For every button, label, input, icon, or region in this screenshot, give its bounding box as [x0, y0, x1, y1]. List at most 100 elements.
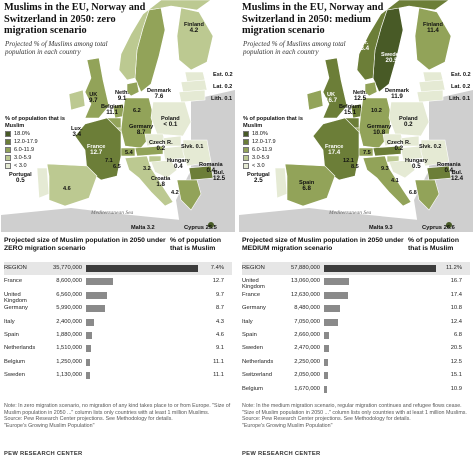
sea-label: Mediterranean Sea: [91, 210, 134, 216]
label-poland: Poland 0.2: [399, 116, 418, 128]
report-title: "Europe's Growing Muslim Population": [4, 422, 95, 429]
row-country: Netherlands: [4, 345, 36, 352]
source-text: Source: Pew Research Center projections.…: [4, 416, 173, 423]
country-greece: [176, 179, 202, 211]
row-percent: 17.4: [450, 291, 462, 298]
land-africa: [1, 208, 181, 232]
row-bar: [86, 331, 92, 339]
label-france: France 12.7: [87, 144, 106, 156]
row-bar: [324, 291, 348, 299]
label-belgium: Belgium 11.1: [101, 104, 124, 116]
legend-item: 3.0-5.9: [5, 154, 65, 162]
label-finland: Finland 11.4: [423, 22, 443, 34]
row-percent: 4.6: [215, 331, 224, 338]
row-bar: [86, 345, 91, 353]
legend-swatch: [243, 139, 249, 145]
row-population: 1,880,000: [56, 331, 82, 338]
brand-label: PEW RESEARCH CENTER: [4, 451, 83, 457]
table-note: Note: In the medium migration scenario, …: [242, 403, 470, 429]
legend-label: < 3.0: [14, 163, 27, 169]
table-row: France 8,600,000 12.7: [4, 275, 232, 288]
country-poland: [388, 101, 430, 137]
map-subtitle: Projected % of Muslims among total popul…: [243, 40, 346, 56]
label-extra-value: 10.2: [371, 108, 382, 114]
country-denmark: [364, 81, 378, 97]
zero-migration-panel: Muslims in the EU, Norway and Switzerlan…: [1, 0, 235, 461]
table-row: Belgium 1,670,000 10.9: [242, 383, 470, 396]
country-spain: [46, 163, 98, 207]
country-austria: [372, 145, 402, 157]
country-bulgaria: [188, 165, 214, 181]
label-romania: Romania 0.4: [199, 162, 223, 174]
legend: % of population that is Muslim 18.0% 12.…: [5, 116, 65, 170]
label-germany: Germany 10.8: [367, 124, 392, 136]
row-population: 2,660,000: [294, 331, 320, 338]
label-cyprus: Cyprus 25.5: [184, 225, 217, 231]
table-header: Projected size of Muslim population in 2…: [242, 237, 468, 261]
row-bar: [86, 318, 94, 326]
row-bar: [86, 291, 107, 299]
row-percent: 11.1: [213, 358, 224, 365]
row-country: Italy: [4, 318, 15, 325]
row-percent: 11.1: [213, 372, 224, 379]
row-population: 7,050,000: [294, 318, 320, 325]
label-poland: Poland < 0.1: [161, 116, 180, 128]
label-extra-value: 5.4: [125, 150, 133, 156]
country-spain: [284, 163, 336, 207]
row-country: Spain: [4, 331, 19, 338]
label-czech: Czech R. 0.2: [149, 140, 173, 152]
label-portugal: Portugal 0.5: [9, 172, 32, 184]
legend-swatch: [243, 131, 249, 137]
row-percent: 9.1: [215, 345, 224, 352]
legend-swatch: [5, 131, 11, 137]
row-country: Belgium: [4, 358, 25, 365]
row-population: 6,560,000: [56, 291, 82, 298]
row-bar: [86, 265, 198, 272]
legend-swatch: [5, 163, 11, 169]
country-portugal: [274, 167, 288, 199]
row-country: REGION: [4, 265, 27, 271]
brand-label: PEW RESEARCH CENTER: [242, 451, 321, 457]
legend-label: 3.0-5.9: [14, 155, 32, 161]
label-extra-value: 12.1: [343, 158, 354, 164]
label-portugal: Portugal 2.5: [247, 172, 270, 184]
row-population: 1,670,000: [294, 385, 320, 392]
country-portugal: [36, 167, 50, 199]
label-romania: Romania 0.4: [437, 162, 461, 174]
country-france: [74, 117, 122, 181]
legend-title: % of population that is Muslim: [5, 116, 65, 129]
row-bar: [324, 318, 338, 326]
table-row: REGION 57,880,000 11.2%: [242, 262, 470, 276]
legend-swatch: [5, 155, 11, 161]
table-header-percent: % of population that is Muslim: [170, 237, 221, 252]
table-row: Netherlands 2,250,000 12.5: [242, 356, 470, 369]
row-percent: 7.4%: [210, 265, 224, 271]
row-bar: [324, 372, 328, 380]
legend: % of population that is Muslim 18.0% 12.…: [243, 116, 303, 170]
row-bar: [324, 385, 327, 393]
label-extra-value: 4.1: [391, 178, 399, 184]
country-france: [312, 117, 360, 181]
label-slovakia: Slvk. 0.1: [181, 144, 204, 150]
label-malta: Malta 3.2: [131, 225, 155, 231]
country-uk: [84, 57, 110, 119]
row-percent: 4.3: [215, 318, 224, 325]
label-uk: UK 9.7: [89, 92, 98, 104]
table-row: Sweden 2,470,000 20.5: [242, 342, 470, 355]
label-netherlands: Neth. 12.5: [353, 90, 367, 102]
country-latvia: [418, 79, 446, 93]
label-uk: UK 16.7: [325, 92, 338, 104]
row-percent: 15.1: [450, 372, 462, 379]
map-subtitle: Projected % of Muslims among total popul…: [5, 40, 108, 56]
table-header-percent: % of population that is Muslim: [408, 237, 459, 252]
label-hungary: Hungary 0.5: [405, 158, 428, 170]
label-extra-value: 3.2: [143, 166, 151, 172]
row-percent: 11.2%: [445, 265, 462, 271]
label-finland: Finland 4.2: [184, 22, 204, 34]
row-population: 8,480,000: [294, 305, 320, 312]
legend-title: % of population that is Muslim: [243, 116, 303, 129]
table-row: Netherlands 1,510,000 9.1: [4, 342, 232, 355]
row-percent: 16.7: [450, 278, 462, 285]
row-country: United Kingdom: [4, 291, 27, 304]
